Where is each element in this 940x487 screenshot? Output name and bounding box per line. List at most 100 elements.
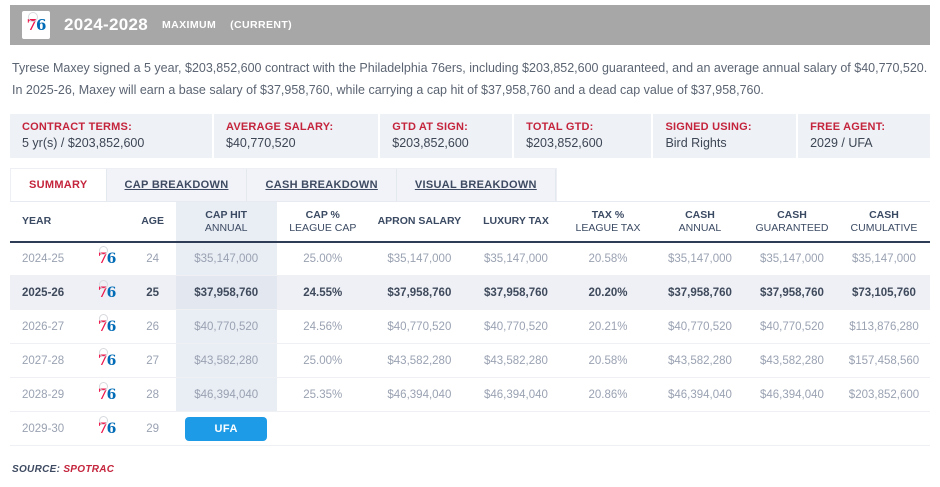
- term-value: $203,852,600: [526, 135, 603, 150]
- age-cell: 24: [129, 241, 176, 277]
- cash-cumulative-cell: $73,105,760: [837, 275, 930, 311]
- term-value: 2029 / UFA: [810, 135, 873, 150]
- table-header-row: YEAR AGE CAP HIT ANNUAL CAP % LEAGUE CAP A…: [10, 200, 930, 243]
- contract-summary-text: Tyrese Maxey signed a 5 year, $203,852,6…: [12, 61, 928, 97]
- year-cell: 2026-27: [10, 309, 84, 345]
- age-cell: 26: [129, 309, 176, 345]
- luxury-tax-cell: $46,394,040: [469, 377, 562, 413]
- empty-cell: [368, 411, 470, 447]
- cap-pct-cell: 25.00%: [276, 343, 369, 379]
- term-value: $40,770,520: [226, 135, 296, 150]
- tab-visual-breakdown[interactable]: VISUAL BREAKDOWN: [397, 168, 556, 201]
- cash-annual-cell: $46,394,040: [653, 377, 746, 413]
- term-label: GTD AT SIGN:: [392, 120, 468, 133]
- table-row-2026-27: 2026-27 76 26 $40,770,520 24.56% $40,770…: [10, 309, 930, 345]
- 76ers-logo-icon: 76: [97, 284, 116, 301]
- term-average-salary: AVERAGE SALARY: $40,770,520: [214, 113, 379, 158]
- tax-pct-cell: 20.20%: [561, 275, 654, 311]
- 76ers-logo-icon: 76: [97, 318, 116, 335]
- cash-guaranteed-cell: $37,958,760: [745, 275, 838, 311]
- tax-pct-cell: 20.58%: [561, 343, 654, 379]
- col-header-cash-annual: CASH ANNUAL: [653, 200, 746, 243]
- 76ers-logo-icon: 76: [97, 386, 116, 403]
- apron-salary-cell: $46,394,040: [368, 377, 470, 413]
- apron-salary-cell: $40,770,520: [368, 309, 470, 345]
- contract-terms-strip: CONTRACT TERMS: 5 yr(s) / $203,852,600 A…: [10, 113, 930, 158]
- tab-cash-breakdown[interactable]: CASH BREAKDOWN: [247, 168, 397, 201]
- cap-hit-cell: $40,770,520: [175, 309, 277, 345]
- cap-pct-cell: 25.35%: [276, 377, 369, 413]
- team-logo-cell: 76: [83, 309, 130, 345]
- cap-hit-cell: $46,394,040: [175, 377, 277, 413]
- cash-guaranteed-cell: $40,770,520: [745, 309, 838, 345]
- tab-cap-breakdown[interactable]: CAP BREAKDOWN: [107, 168, 248, 201]
- col-header-year: YEAR: [10, 200, 84, 243]
- table-row-2028-29: 2028-29 76 28 $46,394,040 25.35% $46,394…: [10, 377, 930, 413]
- tab-summary[interactable]: SUMMARY: [11, 168, 107, 201]
- team-logo-cell: 76: [83, 275, 130, 311]
- age-cell: 25: [129, 275, 176, 311]
- source-line: SOURCE: SPOTRAC: [12, 464, 928, 475]
- year-cell: 2025-26: [10, 275, 84, 311]
- cash-annual-cell: $40,770,520: [653, 309, 746, 345]
- team-logo-tile: 76: [22, 11, 50, 39]
- term-label: FREE AGENT:: [810, 120, 886, 133]
- term-label: CONTRACT TERMS:: [22, 120, 132, 133]
- age-cell: 27: [129, 343, 176, 379]
- luxury-tax-cell: $43,582,280: [469, 343, 562, 379]
- luxury-tax-cell: $35,147,000: [469, 241, 562, 277]
- team-logo-cell: 76: [83, 377, 130, 413]
- col-header-luxury-tax: LUXURY TAX: [469, 200, 562, 243]
- luxury-tax-cell: $40,770,520: [469, 309, 562, 345]
- term-signed-using: SIGNED USING: Bird Rights: [653, 113, 797, 158]
- cash-cumulative-cell: $35,147,000: [837, 241, 930, 277]
- col-header-tax-pct: TAX % LEAGUE TAX: [561, 200, 654, 243]
- cash-annual-cell: $37,958,760: [653, 275, 746, 311]
- empty-cell: [561, 411, 654, 447]
- cash-annual-cell: $43,582,280: [653, 343, 746, 379]
- contract-status-label: (CURRENT): [230, 19, 293, 31]
- cap-hit-cell: $35,147,000: [175, 241, 277, 277]
- table-row-2029-30: 2029-30 76 29 UFA: [10, 411, 930, 447]
- tax-pct-cell: 20.58%: [561, 241, 654, 277]
- term-value: $203,852,600: [392, 135, 469, 150]
- breakdown-tabs: SUMMARY CAP BREAKDOWN CASH BREAKDOWN VIS…: [10, 167, 557, 201]
- age-cell: 29: [129, 411, 176, 447]
- cash-annual-cell: $35,147,000: [653, 241, 746, 277]
- col-header-apron-salary: APRON SALARY: [368, 200, 470, 243]
- contract-type-label: MAXIMUM: [162, 19, 217, 31]
- year-cell: 2024-25: [10, 241, 84, 277]
- year-cell: 2028-29: [10, 377, 84, 413]
- apron-salary-cell: $35,147,000: [368, 241, 470, 277]
- free-agent-cell: UFA: [175, 411, 277, 447]
- luxury-tax-cell: $37,958,760: [469, 275, 562, 311]
- col-header-cash-guaranteed: CASH GUARANTEED: [745, 200, 838, 243]
- contract-header-bar: 76 2024-2028 MAXIMUM (CURRENT): [10, 5, 930, 45]
- cash-cumulative-cell: $203,852,600: [837, 377, 930, 413]
- cash-guaranteed-cell: $46,394,040: [745, 377, 838, 413]
- col-header-logo: [83, 200, 130, 243]
- year-cell: 2029-30: [10, 411, 84, 447]
- year-cell: 2027-28: [10, 343, 84, 379]
- term-value: Bird Rights: [665, 135, 727, 150]
- term-label: AVERAGE SALARY:: [226, 120, 334, 133]
- col-header-cap-pct: CAP % LEAGUE CAP: [276, 200, 369, 243]
- empty-cell: [469, 411, 562, 447]
- term-label: SIGNED USING:: [665, 120, 752, 133]
- term-gtd-at-sign: GTD AT SIGN: $203,852,600: [380, 113, 513, 158]
- empty-cell: [276, 411, 369, 447]
- source-spotrac-link[interactable]: SPOTRAC: [63, 464, 115, 476]
- term-label: TOTAL GTD:: [526, 120, 594, 133]
- tax-pct-cell: 20.86%: [561, 377, 654, 413]
- team-logo-cell: 76: [83, 241, 130, 277]
- cap-pct-cell: 24.56%: [276, 309, 369, 345]
- cap-pct-cell: 25.00%: [276, 241, 369, 277]
- cash-cumulative-cell: $157,458,560: [837, 343, 930, 379]
- cash-guaranteed-cell: $43,582,280: [745, 343, 838, 379]
- cap-hit-cell: $43,582,280: [175, 343, 277, 379]
- col-header-age: AGE: [129, 200, 176, 243]
- ufa-badge-button[interactable]: UFA: [185, 416, 267, 441]
- term-contract-terms: CONTRACT TERMS: 5 yr(s) / $203,852,600: [10, 113, 213, 158]
- team-logo-cell: 76: [83, 343, 130, 379]
- 76ers-logo-icon: 76: [97, 251, 116, 267]
